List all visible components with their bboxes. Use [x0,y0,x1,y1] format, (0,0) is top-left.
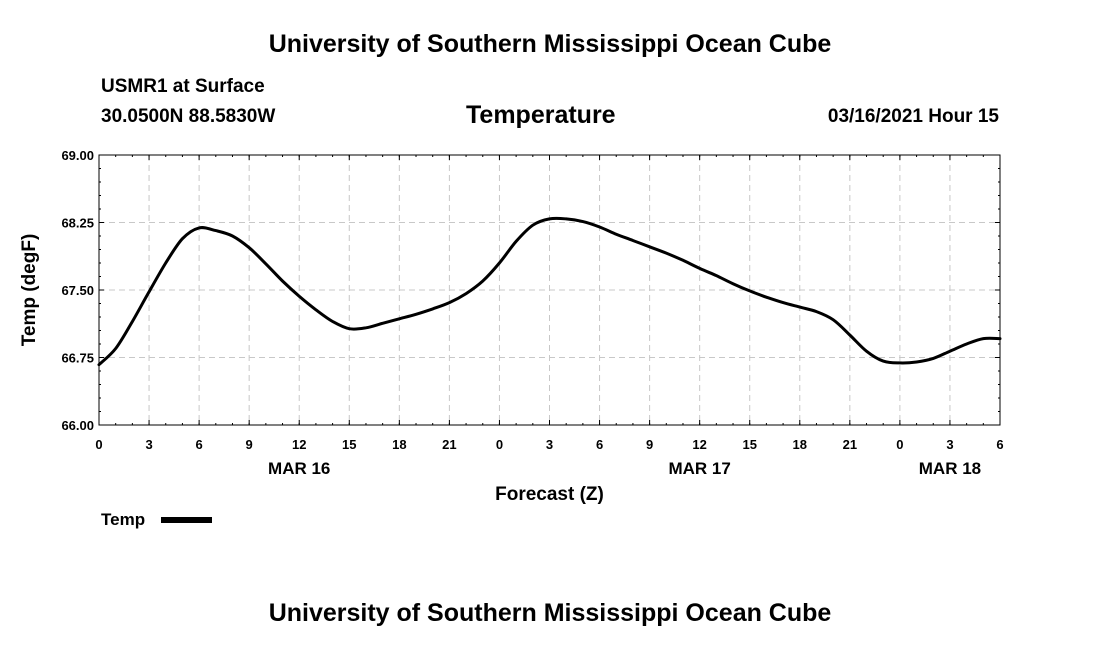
x-tick-label: 6 [996,437,1003,452]
x-tick-label: 9 [246,437,253,452]
x-date-label: MAR 18 [919,459,981,478]
x-date-label: MAR 16 [268,459,330,478]
x-axis-label: Forecast (Z) [495,484,604,505]
x-tick-label: 12 [692,437,706,452]
forecast-run-time: 03/16/2021 Hour 15 [827,106,999,127]
x-tick-label: 15 [742,437,756,452]
series-line-temp [97,216,1002,367]
y-tick-label: 67.50 [61,283,94,298]
bottom-title: University of Southern Mississippi Ocean… [268,599,832,627]
x-tick-label: 6 [195,437,202,452]
y-tick-label: 66.00 [61,418,94,433]
variable-title: Temperature [466,101,616,129]
y-axis-label: Temp (degF) [19,234,40,347]
x-tick-label: 18 [392,437,406,452]
y-tick-label: 66.75 [61,351,94,366]
x-tick-label: 0 [95,437,102,452]
station-label: USMR1 at Surface [101,76,265,97]
x-tick-label: 12 [292,437,306,452]
x-date-label: MAR 17 [668,459,730,478]
top-title: University of Southern Mississippi Ocean… [268,30,832,58]
legend-label: Temp [101,510,145,529]
x-tick-label: 21 [843,437,857,452]
station-coordinates: 30.0500N 88.5830W [101,106,276,127]
x-tick-label: 21 [442,437,456,452]
x-tick-label: 6 [596,437,603,452]
x-tick-label: 3 [145,437,152,452]
x-tick-label: 3 [946,437,953,452]
x-tick-label: 0 [896,437,903,452]
y-tick-label: 69.00 [61,148,94,163]
x-tick-label: 3 [546,437,553,452]
y-tick-label: 68.25 [61,216,94,231]
x-tick-label: 0 [496,437,503,452]
x-tick-label: 18 [793,437,807,452]
x-tick-label: 15 [342,437,356,452]
x-tick-label: 9 [646,437,653,452]
